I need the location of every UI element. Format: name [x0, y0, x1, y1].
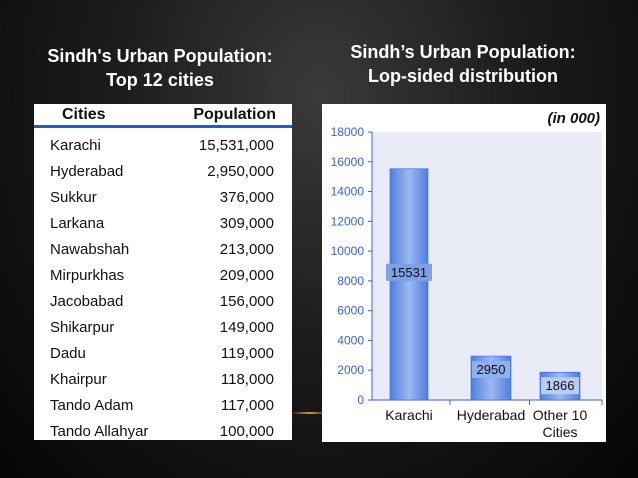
table-cell-population: 2,950,000 [207, 162, 274, 180]
bar-karachi [389, 168, 429, 401]
y-tick-label: 6000 [337, 304, 364, 318]
table-cell-population: 209,000 [219, 266, 274, 284]
table-cell-city: Hyderabad [50, 162, 124, 180]
y-tick-label: 14000 [331, 185, 365, 199]
header-population: Population [172, 104, 292, 128]
table-cell-city: Larkana [50, 214, 105, 232]
table-cell-city: Mirpurkhas [50, 266, 125, 284]
right-title-line-2: Lop-sided distribution [368, 66, 558, 86]
table-row: Mirpurkhas 209,000 [34, 262, 292, 288]
table-cell-city: Tando Allahyar [50, 422, 149, 440]
table-cell-city: Sukkur [50, 188, 97, 206]
left-slide-title: Sindh's Urban Population: Top 12 cities [20, 44, 300, 92]
category-label: Karachi [385, 407, 432, 423]
data-label: 2950 [477, 362, 506, 377]
y-tick-label: 2000 [337, 363, 364, 377]
table-cell-city: Jacobabad [50, 292, 124, 310]
category-label: Hyderabad [457, 407, 526, 423]
table-cell-city: Karachi [50, 136, 101, 154]
table-cell-population: 309,000 [219, 214, 274, 232]
table-row: Tando Allahyar 100,000 [34, 418, 292, 444]
data-label: 15531 [391, 265, 427, 280]
table-row: Dadu 119,000 [34, 340, 292, 366]
table-cell-population: 376,000 [219, 188, 274, 206]
table-row: Larkana 309,000 [34, 210, 292, 236]
left-title-line-2: Top 12 cities [106, 70, 214, 90]
y-tick-label: 8000 [337, 274, 364, 288]
table-row: Khairpur 118,000 [34, 366, 292, 392]
data-label-bg [386, 263, 432, 281]
table-cell-city: Nawabshah [50, 240, 130, 258]
table-cell-population: 149,000 [219, 318, 274, 336]
table-cell-population: 213,000 [219, 240, 274, 258]
data-label-bg [472, 361, 510, 379]
category-label: Cities [542, 424, 577, 440]
table-cell-population: 119,000 [220, 344, 274, 362]
category-label: Other 10 [533, 407, 588, 423]
table-header-row: Cities Population [34, 104, 292, 128]
y-tick-label: 4000 [337, 333, 364, 347]
table-cell-city: Tando Adam [50, 396, 134, 414]
y-tick-label: 0 [357, 393, 364, 407]
data-label-bg [541, 377, 579, 395]
table-row: Nawabshah 213,000 [34, 236, 292, 262]
table-cell-population: 100,000 [219, 422, 274, 440]
header-cities: Cities [34, 104, 173, 128]
y-tick-label: 16000 [331, 155, 365, 169]
table-row: Sukkur 376,000 [34, 184, 292, 210]
table-row: Jacobabad 156,000 [34, 288, 292, 314]
table-cell-population: 117,000 [220, 396, 274, 414]
decorative-divider [290, 412, 330, 414]
table-cell-city: Dadu [50, 344, 86, 362]
population-table: Cities Population Karachi 15,531,000 Hyder… [34, 104, 292, 444]
bar-chart-panel: (in 000) 0 2000 4000 6000 8000 10000 12000 14000… [322, 104, 606, 442]
table-row: Tando Adam 117,000 [34, 392, 292, 418]
unit-note: (in 000) [547, 110, 600, 127]
table-cell-city: Khairpur [50, 370, 107, 388]
table-cell-population: 15,531,000 [198, 136, 274, 154]
y-tick-label: 12000 [331, 214, 365, 228]
table-cell-population: 156,000 [219, 292, 274, 310]
table-row: Shikarpur 149,000 [34, 314, 292, 340]
table-row: Karachi 15,531,000 [34, 127, 292, 159]
data-label: 1866 [546, 378, 575, 393]
bar-chart: (in 000) 0 2000 4000 6000 8000 10000 12000 14000… [331, 110, 603, 440]
population-table-panel: Cities Population Karachi 15,531,000 Hyder… [34, 104, 292, 440]
left-title-line-1: Sindh's Urban Population: [47, 46, 273, 66]
y-tick-label: 10000 [331, 244, 365, 258]
right-title-line-1: Sindh’s Urban Population: [350, 42, 576, 62]
table-cell-population: 118,000 [220, 370, 274, 388]
table-body: Karachi 15,531,000 Hyderabad 2,950,000 Sukku… [34, 127, 292, 445]
table-cell-city: Shikarpur [50, 318, 115, 336]
y-tick-label: 18000 [331, 125, 365, 139]
table-row: Hyderabad 2,950,000 [34, 158, 292, 184]
right-slide-title: Sindh’s Urban Population: Lop-sided dist… [318, 40, 608, 88]
